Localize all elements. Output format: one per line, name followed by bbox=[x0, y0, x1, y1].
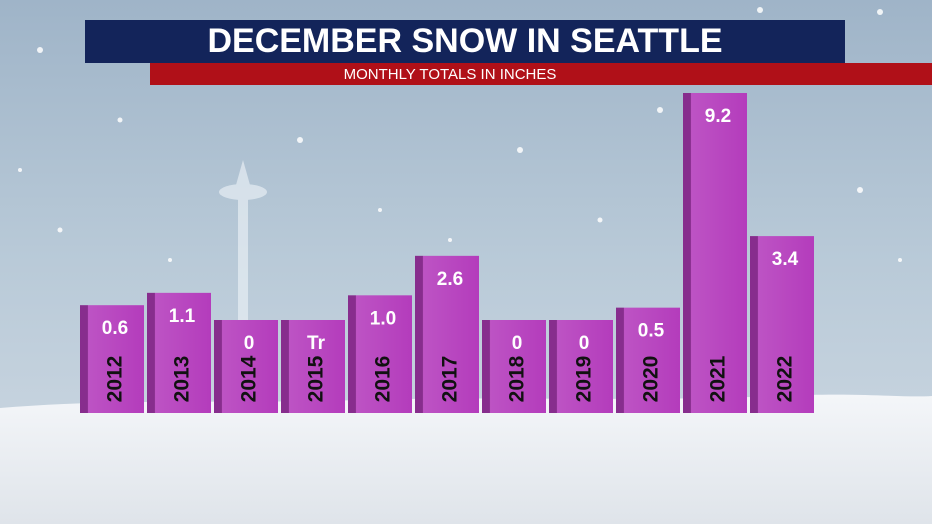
category-label: 2015 bbox=[305, 355, 328, 402]
bar-shade bbox=[147, 292, 211, 413]
category-label: 2013 bbox=[171, 356, 194, 403]
category-label: 2018 bbox=[506, 355, 529, 402]
value-label: 1.1 bbox=[169, 306, 196, 327]
value-label: 1.0 bbox=[370, 308, 396, 329]
value-label: 0 bbox=[512, 333, 523, 354]
category-label: 2022 bbox=[774, 356, 797, 403]
space-needle bbox=[219, 160, 267, 410]
bar-shade bbox=[415, 255, 479, 413]
value-label: 0 bbox=[244, 333, 255, 354]
category-label: 2012 bbox=[104, 356, 127, 403]
category-label: 2017 bbox=[439, 356, 462, 403]
value-label: 3.4 bbox=[772, 249, 799, 270]
snow-ground bbox=[0, 394, 932, 524]
category-label: 2016 bbox=[372, 356, 395, 403]
bar-shade bbox=[348, 295, 412, 413]
category-label: 2021 bbox=[707, 355, 730, 402]
bar-shade bbox=[616, 307, 680, 413]
title-bar bbox=[85, 20, 845, 63]
bars: 0.620121.1201302014Tr20151.020162.620170… bbox=[80, 93, 814, 413]
bar-shade bbox=[683, 93, 747, 413]
chart-title: DECEMBER SNOW IN SEATTLE bbox=[207, 22, 722, 60]
bar-shade bbox=[750, 236, 814, 413]
value-label: 2.6 bbox=[437, 269, 463, 290]
bar-shade bbox=[482, 320, 546, 413]
category-label: 2020 bbox=[640, 356, 663, 403]
value-label: 9.2 bbox=[705, 106, 731, 127]
snowflakes bbox=[18, 7, 902, 262]
bar-shade bbox=[281, 320, 345, 413]
value-label: 0.6 bbox=[102, 318, 128, 339]
value-label: 0 bbox=[579, 333, 590, 354]
category-label: 2014 bbox=[238, 355, 261, 402]
bar-shade bbox=[214, 320, 278, 413]
value-label: 0.5 bbox=[638, 321, 665, 342]
category-label: 2019 bbox=[573, 356, 596, 403]
bar-shade bbox=[80, 305, 144, 413]
value-label: Tr bbox=[307, 333, 326, 354]
chart-subtitle: MONTHLY TOTALS IN INCHES bbox=[344, 66, 557, 83]
bar-shade bbox=[549, 320, 613, 413]
subtitle-bar bbox=[150, 63, 932, 85]
